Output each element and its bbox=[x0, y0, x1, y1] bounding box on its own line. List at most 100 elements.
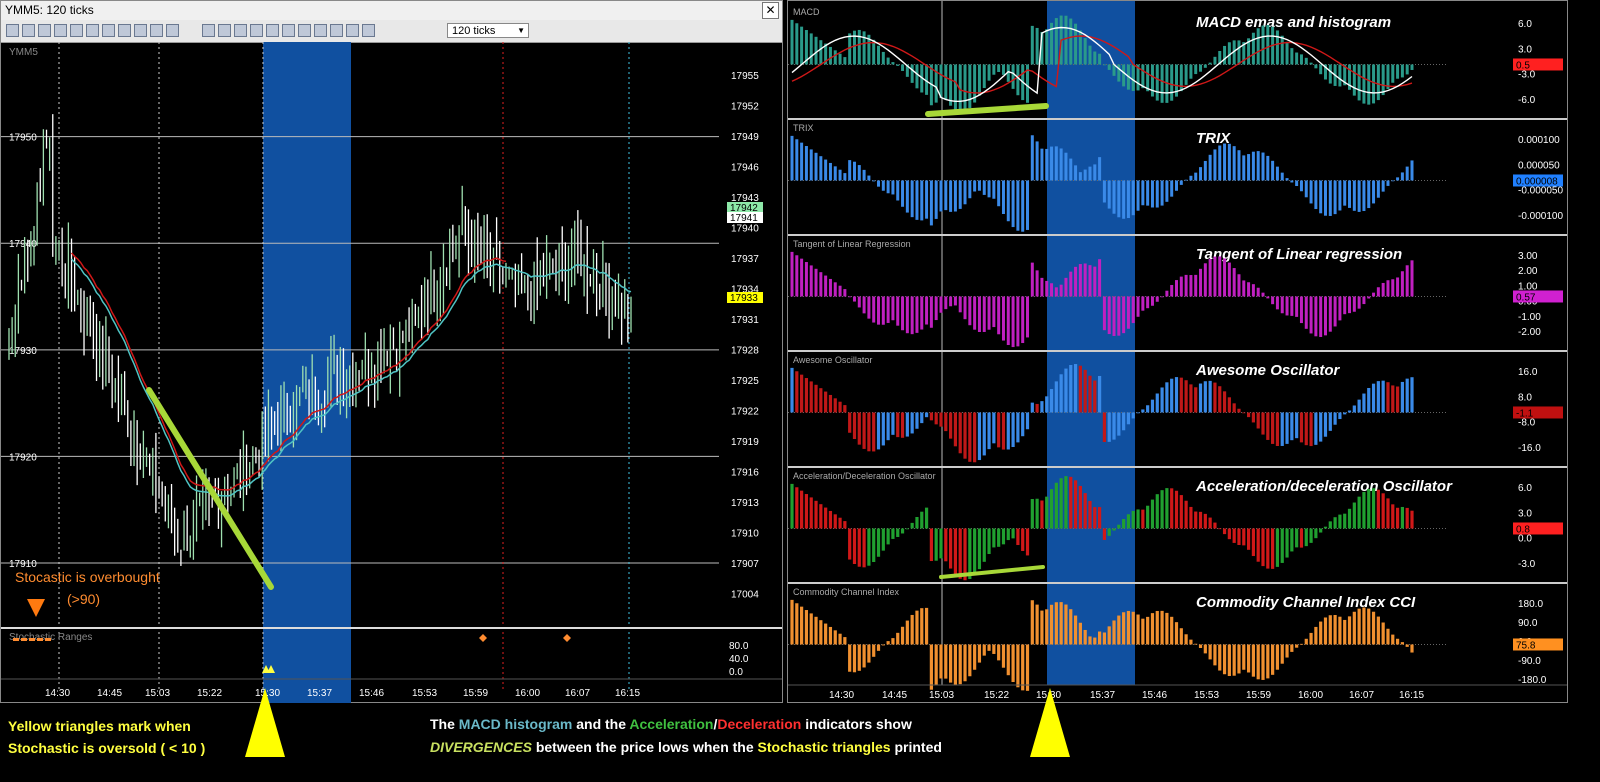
hist-bar-ao bbox=[939, 412, 943, 427]
ellipse-icon[interactable] bbox=[218, 24, 231, 37]
hist-bar-cci bbox=[992, 644, 996, 654]
hist-bar-trix bbox=[958, 180, 962, 209]
zoomout-icon[interactable] bbox=[314, 24, 327, 37]
hist-bar-ao bbox=[790, 367, 794, 413]
hist-bar-ao bbox=[1203, 381, 1207, 413]
hist-bar-ac bbox=[1146, 505, 1150, 529]
hist-bar-ac bbox=[1155, 494, 1159, 529]
arrow-icon[interactable] bbox=[282, 24, 295, 37]
panel-tick-ao: -16.0 bbox=[1518, 443, 1541, 454]
hist-bar-cci bbox=[1405, 644, 1409, 647]
hist-bar-ao bbox=[1251, 412, 1255, 423]
hist-bar-trix bbox=[1333, 180, 1337, 215]
hist-bar-ac bbox=[1170, 488, 1174, 529]
hist-bar-tlr bbox=[852, 296, 856, 302]
hist-bar-macd bbox=[1328, 64, 1332, 84]
hist-bar-trix bbox=[1064, 152, 1068, 181]
hist-bar-cci bbox=[1049, 604, 1054, 645]
window-titlebar[interactable]: YMM5: 120 ticks ✕ bbox=[1, 1, 782, 20]
hist-bar-cci bbox=[924, 607, 929, 645]
hist-bar-macd bbox=[1050, 22, 1054, 65]
hist-bar-ac bbox=[814, 500, 818, 529]
grid-icon[interactable] bbox=[86, 24, 99, 37]
pointer-icon[interactable] bbox=[362, 24, 375, 37]
hist-bar-trix bbox=[992, 180, 996, 199]
hist-bar-tlr bbox=[905, 296, 909, 334]
indicator-chart[interactable]: MACD MACD emas and histogram 6.0 3.0 -3.0 -6.… bbox=[788, 1, 1567, 702]
hist-bar-ac bbox=[1328, 521, 1332, 529]
hist-bar-macd bbox=[1160, 64, 1164, 103]
hist-bar-ac bbox=[862, 528, 866, 568]
diag-icon[interactable] bbox=[266, 24, 279, 37]
hline-icon[interactable] bbox=[250, 24, 263, 37]
pencil-icon[interactable] bbox=[234, 24, 247, 37]
hist-bar-cci bbox=[1083, 629, 1087, 645]
zoom-icon[interactable] bbox=[22, 24, 35, 37]
hist-bar-cci bbox=[800, 606, 804, 645]
right-time-label: 15:03 bbox=[929, 690, 954, 701]
hist-bar-ao bbox=[1256, 412, 1260, 429]
hist-bar-macd bbox=[1319, 64, 1323, 75]
hist-bar-ao bbox=[872, 412, 876, 452]
hist-bar-ac bbox=[1381, 493, 1385, 529]
table-icon[interactable] bbox=[102, 24, 115, 37]
price-tick: 17925 bbox=[731, 376, 759, 387]
hist-bar-tlr bbox=[1045, 280, 1049, 297]
hist-bar-ao bbox=[944, 412, 948, 432]
hist-bar-macd bbox=[1074, 23, 1078, 65]
hist-bar-tlr bbox=[968, 296, 972, 326]
properties-icon[interactable] bbox=[118, 24, 131, 37]
price-chart[interactable]: 17950 17940 17930 17920 17910 17955 17952 17949… bbox=[1, 42, 782, 703]
hist-bar-ac bbox=[992, 528, 996, 548]
hist-bar-ac bbox=[1141, 509, 1145, 529]
bars-icon[interactable] bbox=[134, 24, 147, 37]
line-icon[interactable] bbox=[202, 24, 215, 37]
hist-bar-tlr bbox=[1083, 263, 1087, 297]
hist-bar-cci bbox=[814, 616, 818, 645]
hist-bar-ao bbox=[997, 412, 1001, 448]
hist-bar-ac bbox=[924, 507, 929, 529]
hist-bar-trix bbox=[1348, 180, 1352, 208]
time-label: 16:15 bbox=[615, 688, 640, 699]
hist-bar-macd bbox=[1122, 64, 1126, 87]
hist-bar-ac bbox=[1261, 528, 1265, 567]
hist-bar-ac bbox=[1376, 489, 1380, 529]
price-tick: 17919 bbox=[731, 437, 759, 448]
cursor-icon[interactable] bbox=[346, 24, 359, 37]
hist-bar-trix bbox=[1189, 175, 1193, 181]
hist-bar-cci bbox=[949, 644, 953, 683]
zoomin-icon[interactable] bbox=[298, 24, 311, 37]
hist-bar-ao bbox=[958, 412, 962, 454]
hist-bar-cci bbox=[1069, 609, 1073, 645]
print-icon[interactable] bbox=[54, 24, 67, 37]
tick-interval-select[interactable]: 120 ticks ▼ bbox=[447, 23, 529, 38]
save-icon[interactable] bbox=[38, 24, 51, 37]
star-icon[interactable] bbox=[70, 24, 83, 37]
hist-bar-tlr bbox=[1271, 296, 1275, 305]
hist-bar-ac bbox=[997, 528, 1001, 547]
hist-bar-ao bbox=[1093, 380, 1097, 413]
hist-bar-trix bbox=[1098, 157, 1102, 181]
hist-bar-tlr bbox=[1319, 296, 1323, 337]
hist-bar-cci bbox=[920, 608, 924, 645]
hist-bar-tlr bbox=[1367, 296, 1371, 299]
panel-badge-ac bbox=[1513, 522, 1563, 535]
hist-bar-ao bbox=[1304, 412, 1308, 446]
hist-bar-trix bbox=[881, 180, 885, 191]
hist-bar-ao bbox=[1391, 385, 1395, 413]
ann-slash: / bbox=[713, 716, 718, 732]
cross-icon[interactable] bbox=[150, 24, 163, 37]
hist-bar-tlr bbox=[1006, 296, 1010, 346]
time-label: 15:30 bbox=[255, 688, 280, 699]
close-icon[interactable]: ✕ bbox=[762, 2, 779, 19]
stoch-oversold-triangle bbox=[267, 665, 275, 673]
magnify-icon[interactable] bbox=[330, 24, 343, 37]
hist-bar-ac bbox=[1395, 507, 1400, 529]
dotted-icon[interactable] bbox=[166, 24, 179, 37]
hist-bar-cci bbox=[1189, 639, 1193, 645]
hist-bar-tlr bbox=[925, 296, 929, 325]
hist-bar-trix bbox=[1102, 180, 1106, 203]
chevron-down-icon[interactable]: ▼ bbox=[517, 26, 525, 35]
chart-icon[interactable] bbox=[6, 24, 19, 37]
hist-bar-ao bbox=[982, 412, 986, 456]
